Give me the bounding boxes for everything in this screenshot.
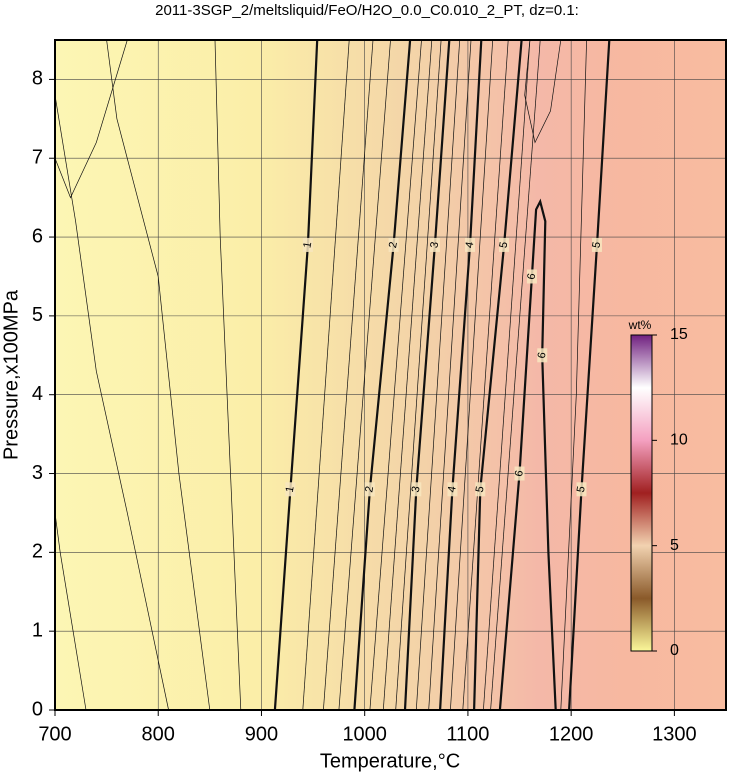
contour-label-bg	[411, 482, 422, 497]
minor-contour	[428, 39, 472, 711]
contour-label-bg	[537, 348, 548, 363]
colorbar-tick-label: 0	[670, 642, 679, 659]
contour-label: 5	[498, 241, 511, 249]
chart-title: 2011-3SGP_2/meltsliquid/FeO/H2O_0.0_C0.0…	[155, 2, 579, 19]
contour-label: 1	[284, 485, 297, 493]
y-tick-label: 7	[32, 147, 43, 169]
contour-label-bg	[514, 466, 525, 481]
contour-label: 4	[446, 485, 459, 493]
minor-contour	[323, 39, 374, 711]
contour-label: 2	[387, 241, 400, 249]
contour-label-bg	[447, 482, 458, 497]
minor-contour	[54, 95, 169, 711]
minor-contour	[462, 39, 509, 711]
contour	[403, 39, 451, 711]
contour	[498, 198, 557, 711]
x-tick-label: 1300	[652, 723, 697, 745]
contour-label-bg	[364, 482, 375, 497]
plot-background	[55, 40, 726, 710]
minor-contour	[369, 39, 422, 711]
y-tick-label: 1	[32, 619, 43, 641]
x-tick-label: 1200	[549, 723, 594, 745]
contour-label-bg	[429, 237, 440, 252]
contour-label-bg	[285, 482, 296, 497]
y-tick-label: 5	[32, 304, 43, 326]
contour	[568, 39, 611, 711]
minor-contour	[214, 39, 242, 711]
contour	[439, 39, 483, 711]
contour-label: 3	[428, 241, 441, 249]
x-tick-label: 700	[38, 723, 71, 745]
x-tick-label: 800	[142, 723, 175, 745]
minor-contour	[415, 39, 461, 711]
y-tick-label: 0	[32, 698, 43, 720]
contour-label: 3	[410, 485, 423, 493]
minor-contour	[560, 39, 587, 711]
contour	[353, 39, 412, 711]
contour-label: 5	[575, 485, 588, 493]
colorbar-tick-label: 10	[670, 432, 688, 449]
contour-label-bg	[499, 237, 510, 252]
contour-label-bg	[475, 482, 486, 497]
x-tick-label: 1000	[342, 723, 387, 745]
y-tick-label: 6	[32, 225, 43, 247]
minor-contour	[382, 39, 433, 711]
minor-contour	[483, 39, 531, 711]
contour-label: 6	[525, 272, 538, 280]
contour-label-bg	[302, 237, 313, 252]
contour-label: 2	[363, 485, 376, 493]
y-tick-label: 3	[32, 462, 43, 484]
colorbar-label: wt%	[628, 318, 652, 332]
minor-contour	[395, 39, 442, 711]
x-axis-label: Temperature,°C	[320, 750, 460, 772]
minor-contour	[450, 39, 494, 711]
minor-contour	[106, 39, 211, 711]
minor-contour	[524, 39, 562, 144]
minor-contour	[54, 512, 87, 711]
contour-label-bg	[591, 237, 602, 252]
contour	[473, 39, 523, 711]
colorbar-tick-label: 5	[670, 537, 679, 554]
contour-label: 4	[463, 241, 476, 249]
contour-label: 6	[536, 351, 549, 359]
contour	[273, 39, 319, 711]
contour-label-bg	[526, 269, 537, 284]
minor-contour	[54, 39, 128, 199]
y-tick-label: 2	[32, 541, 43, 563]
colorbar-tick-label: 15	[670, 326, 688, 343]
x-tick-label: 900	[245, 723, 278, 745]
minor-contour	[338, 39, 391, 711]
plot-frame	[54, 39, 727, 711]
contour-label-bg	[576, 482, 587, 497]
contour-label: 1	[301, 241, 314, 249]
x-tick-label: 1100	[446, 723, 489, 745]
contour-label-bg	[464, 237, 475, 252]
y-axis-label: Pressure,x100MPa	[0, 289, 22, 460]
y-tick-label: 8	[32, 68, 43, 90]
minor-contour	[302, 39, 350, 711]
contour-label: 5	[590, 241, 603, 249]
contour-label: 5	[474, 485, 487, 493]
minor-contour	[490, 39, 541, 711]
contour-label: 6	[513, 469, 526, 477]
y-tick-label: 4	[32, 383, 43, 405]
contour-label-bg	[388, 237, 399, 252]
colorbar	[630, 334, 653, 652]
